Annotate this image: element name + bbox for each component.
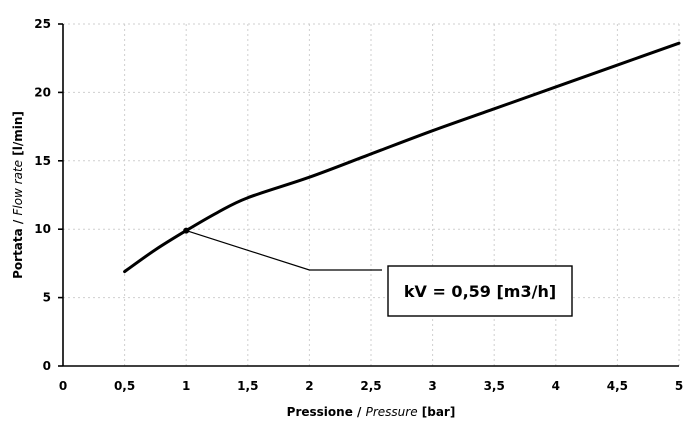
x-tick-label: 1 [182,379,190,393]
x-tick-label: 4,5 [607,379,628,393]
x-axis-title: Pressione / Pressure [bar] [287,405,456,419]
y-axis-title-alt: Flow rate [11,160,25,216]
x-tick-labels: 0 0,5 1 1,5 2 2,5 3 3,5 4 4,5 5 [59,379,683,393]
y-axis-title: Portata / Flow rate [l/min] [11,111,25,279]
x-tick-label: 2,5 [360,379,381,393]
annotation-box [387,265,573,317]
y-axis-title-main: Portata [11,228,25,279]
y-tick-label: 5 [43,291,51,305]
x-axis-title-alt: Pressure [366,405,418,419]
axes [62,24,679,367]
x-tick-label: 3,5 [484,379,505,393]
annotation-text: kV = 0,59 [m3/h] [404,282,556,301]
grid [58,23,680,367]
y-tick-labels: 0 5 10 15 20 25 [34,17,51,373]
annotation-leader-line [186,229,382,271]
x-tick-label: 1,5 [237,379,258,393]
annotation: kV = 0,59 [m3/h] [183,227,573,317]
annotation-point-marker [183,227,190,234]
x-tick-label: 5 [675,379,683,393]
y-tick-label: 15 [34,154,51,168]
x-tick-label: 0,5 [114,379,135,393]
y-tick-label: 25 [34,17,51,31]
y-tick-label: 20 [34,85,51,99]
x-tick-label: 2 [305,379,313,393]
x-axis-title-main: Pressione [287,405,353,419]
y-axis-title-unit: [l/min] [11,111,25,160]
x-tick-label: 3 [428,379,436,393]
x-axis-title-unit: [bar] [418,405,456,419]
x-tick-label: 4 [552,379,560,393]
x-tick-label: 0 [59,379,67,393]
y-axis-title-sep: / [11,216,25,229]
y-tick-label: 10 [34,222,51,236]
x-axis-title-sep: / [353,405,366,419]
y-tick-label: 0 [43,359,51,373]
